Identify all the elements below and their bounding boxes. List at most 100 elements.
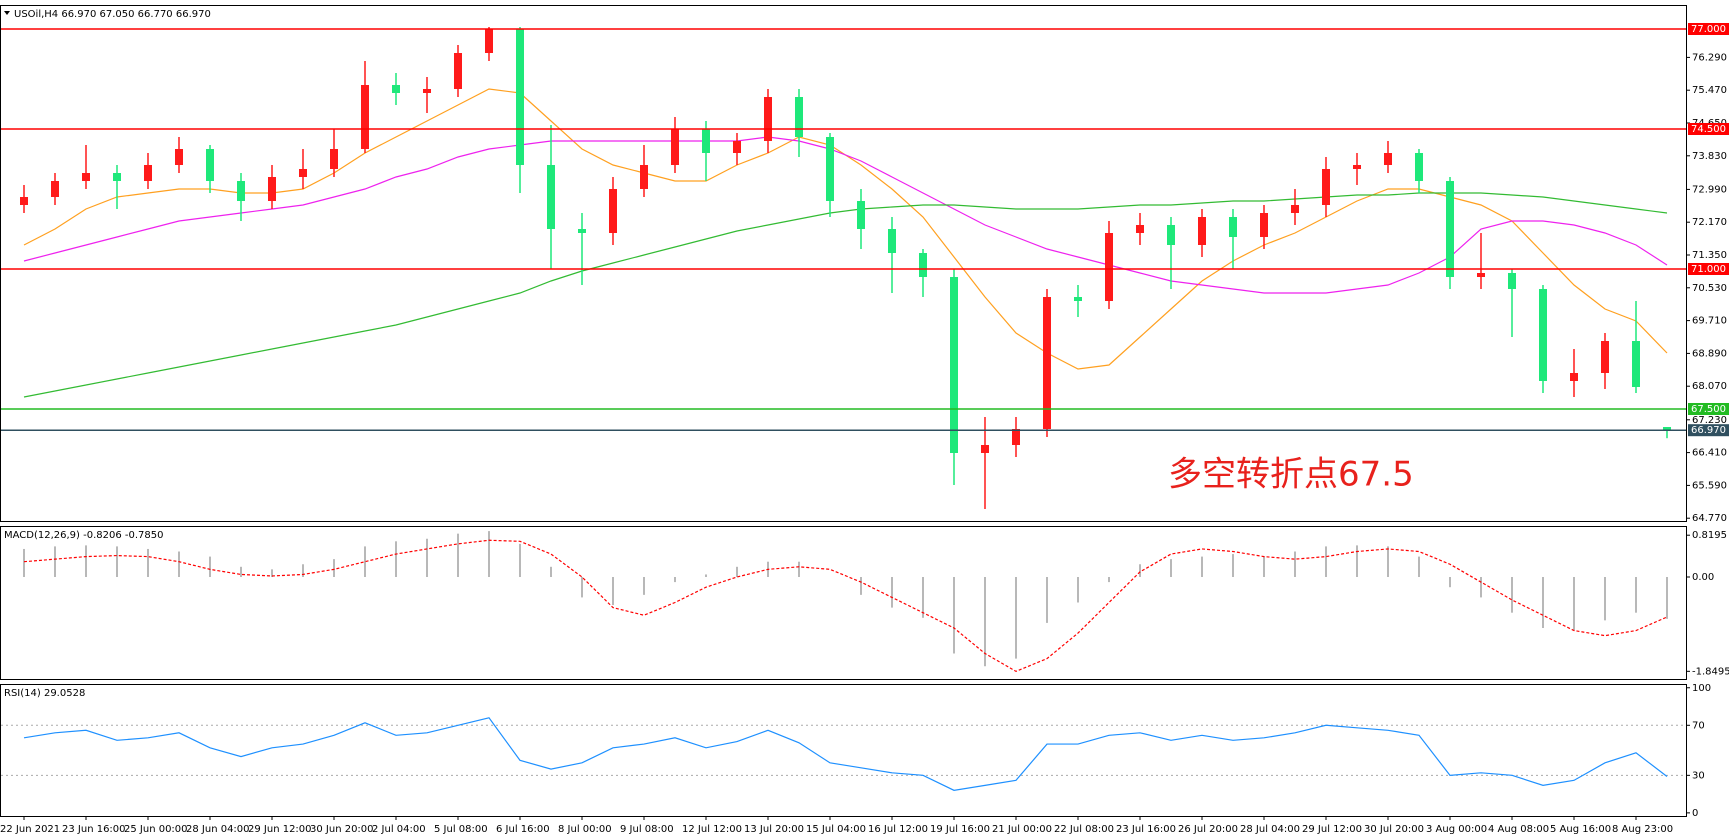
rsi-line [23,717,1668,791]
candle-body [671,129,679,165]
candle-body [733,141,741,153]
candle-body [1477,273,1485,277]
panel-title: MACD(12,26,9) -0.8206 -0.7850 [4,530,164,541]
y-tick-label: 68.890 [1692,348,1727,359]
candle-body [516,29,524,165]
candle-body [454,53,462,89]
candle-body [981,445,989,453]
candle-body [1260,213,1268,237]
candle-body [702,129,710,153]
candle-body [361,85,369,149]
y-tick-label: 69.710 [1692,316,1727,327]
x-tick-label: 3 Aug 00:00 [1426,824,1487,835]
candle-body [1539,289,1547,381]
level-label-box [1688,403,1729,415]
y-tick-label: 73.830 [1692,151,1727,162]
candle-body [1446,181,1454,277]
x-tick-label: 22 Jun 2021 [0,824,60,835]
y-tick-label: 68.070 [1692,381,1727,392]
candle-body [1415,153,1423,181]
x-tick-label: 28 Jun 04:00 [186,824,250,835]
panel-title: RSI(14) 29.0528 [4,688,85,699]
x-tick-label: 29 Jul 12:00 [1302,824,1362,835]
level-label: 67.500 [1691,404,1726,415]
candle-body [299,169,307,177]
candle-body [1322,169,1330,205]
panel-title: USOil,H4 66.970 67.050 66.770 66.970 [14,9,211,20]
x-tick-label: 23 Jul 16:00 [1116,824,1176,835]
annotation: 多空转折点67.5 [1168,455,1414,495]
candle-body [1043,297,1051,429]
x-tick-label: 15 Jul 04:00 [806,824,866,835]
candle-body [547,165,555,229]
y-tick-label: 66.410 [1692,448,1727,459]
y-tick-label: 70.530 [1692,283,1727,294]
candle-body [950,277,958,453]
moving-average [23,192,1668,398]
candle-body [1384,153,1392,165]
level-label: 71.000 [1691,264,1726,275]
x-tick-label: 30 Jun 20:00 [310,824,374,835]
y-tick-label: 72.990 [1692,184,1727,195]
y-tick-label: 30 [1692,770,1705,781]
candle-body [764,97,772,141]
candle-body [1229,217,1237,237]
x-tick-label: 9 Jul 08:00 [620,824,674,835]
level-label: 74.500 [1691,124,1726,135]
candle-body [206,149,214,181]
candle-body [20,197,28,205]
candle-body [1291,205,1299,213]
candle-body [485,29,493,53]
x-tick-label: 26 Jul 20:00 [1178,824,1238,835]
candle-body [640,165,648,189]
candle-body [175,149,183,165]
y-tick-label: 70 [1692,720,1705,731]
x-tick-label: 19 Jul 16:00 [930,824,990,835]
candle-body [857,201,865,229]
y-tick-label: 0 [1692,808,1698,819]
candle-body [1353,165,1361,169]
candle-body [1105,233,1113,301]
x-tick-label: 8 Jul 00:00 [558,824,612,835]
candle-body [237,181,245,201]
level-label-box [1688,23,1729,35]
y-tick-label: 0.8195 [1692,530,1727,541]
candle-body [113,173,121,181]
candle-body [1570,373,1578,381]
candle-body [795,97,803,137]
level-label-box [1688,123,1729,135]
signal-line [23,539,1668,673]
candle-body [330,149,338,169]
level-label: 66.970 [1691,425,1726,436]
y-tick-label: 64.770 [1692,513,1727,524]
x-tick-label: 5 Jul 08:00 [434,824,488,835]
y-tick-label: 0.00 [1692,572,1714,583]
y-tick-label: 65.590 [1692,480,1727,491]
x-tick-label: 2 Jul 04:00 [372,824,426,835]
candle-body [144,165,152,181]
x-tick-label: 23 Jun 16:00 [62,824,126,835]
candle-body [1508,273,1516,289]
y-tick-label: 75.470 [1692,85,1727,96]
x-tick-label: 30 Jul 20:00 [1364,824,1424,835]
candle-body [392,85,400,93]
x-tick-label: 5 Aug 16:00 [1550,824,1611,835]
x-tick-label: 6 Jul 16:00 [496,824,550,835]
candle-body [1167,225,1175,245]
x-tick-label: 13 Jul 20:00 [744,824,804,835]
x-tick-label: 4 Aug 08:00 [1488,824,1549,835]
candle-body [82,173,90,181]
candle-body [1136,225,1144,233]
candle-body [1012,429,1020,445]
x-tick-label: 22 Jul 08:00 [1054,824,1114,835]
title-marker [4,11,10,15]
candle-body [51,181,59,197]
level-label: 77.000 [1691,24,1726,35]
x-tick-label: 28 Jul 04:00 [1240,824,1300,835]
x-tick-label: 16 Jul 12:00 [868,824,928,835]
y-tick-label: -1.8495 [1692,666,1729,677]
candle-body [423,89,431,93]
candle-body [1663,427,1671,431]
